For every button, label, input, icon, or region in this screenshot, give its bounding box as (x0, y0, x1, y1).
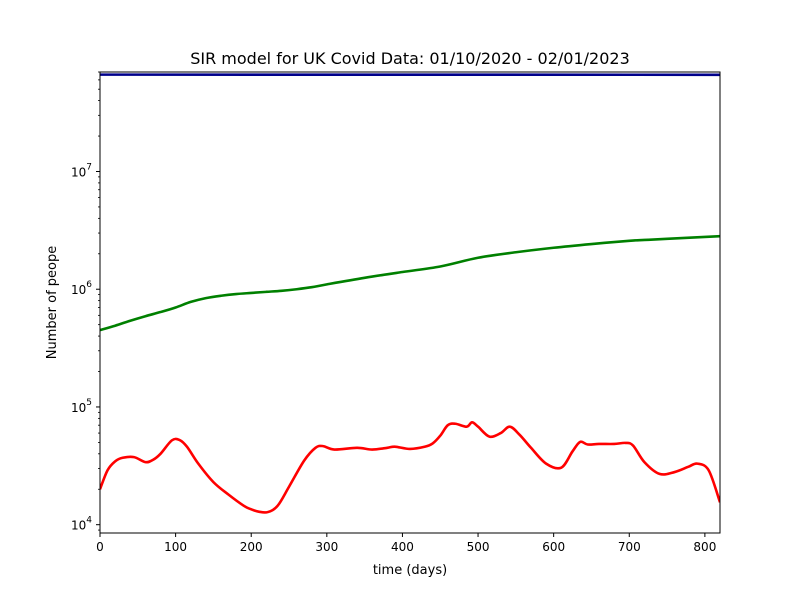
chart-title: SIR model for UK Covid Data: 01/10/2020 … (190, 49, 630, 68)
x-tick-label: 600 (542, 540, 565, 554)
y-tick-label: 106 (71, 280, 92, 297)
x-tick-label: 700 (618, 540, 641, 554)
x-tick-label: 400 (391, 540, 414, 554)
y-tick-label: 107 (71, 162, 92, 179)
x-tick-label: 500 (467, 540, 490, 554)
plot-frame (99, 71, 721, 534)
y-axis: 104 105 106 107 (71, 71, 100, 533)
y-tick-label: 104 (71, 516, 92, 533)
x-axis-label: time (days) (373, 563, 447, 578)
series-line-1 (100, 234, 720, 332)
x-tick-label: 300 (315, 540, 338, 554)
series-layer (100, 73, 720, 514)
series-line-2 (100, 421, 720, 514)
y-axis-label: Number of peope (45, 246, 60, 359)
x-tick-label: 200 (240, 540, 263, 554)
x-tick-label: 800 (693, 540, 716, 554)
x-tick-label: 100 (164, 540, 187, 554)
x-axis: 0 100 200 300 400 500 600 700 800 (96, 533, 716, 554)
plot-area (99, 71, 721, 534)
y-tick-label: 105 (71, 398, 92, 415)
x-tick-label: 0 (96, 540, 104, 554)
